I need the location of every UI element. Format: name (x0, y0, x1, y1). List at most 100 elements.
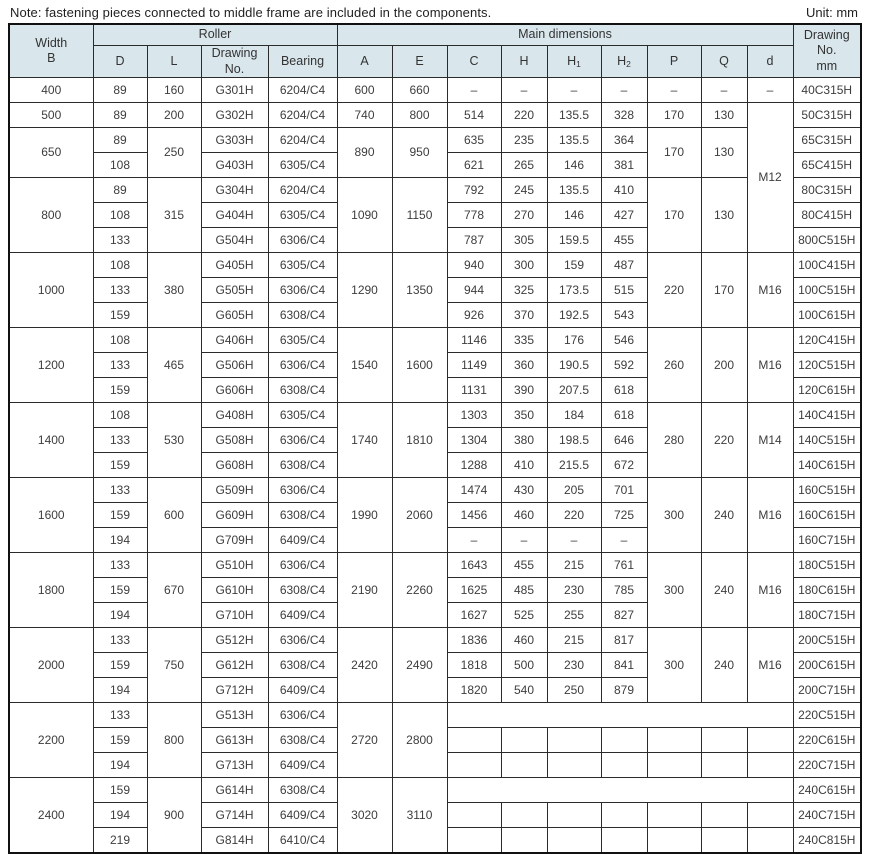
data-cell: 135.5 (546, 177, 602, 204)
data-cell: 900 (146, 777, 202, 854)
data-cell: 6305/C4 (267, 152, 338, 179)
data-cell: 1456 (446, 502, 502, 529)
data-cell: 198.5 (546, 427, 602, 454)
data-cell: 170 (646, 177, 702, 254)
data-cell: 6305/C4 (267, 252, 338, 279)
header-cell: H2 (600, 44, 648, 79)
data-cell: G405H (200, 252, 269, 279)
data-cell: 245 (500, 177, 548, 204)
data-cell: 1643 (446, 552, 502, 579)
data-cell: G606H (200, 377, 269, 404)
table-row: 1800 133 670 G510H 6306/C4 2190 2260 1643 455 215… (8, 552, 862, 629)
data-cell: 108 (92, 202, 148, 229)
data-cell: 2720 (336, 702, 393, 779)
data-cell: 133 (92, 277, 148, 304)
data-cell: 235 (500, 127, 548, 154)
data-cell (600, 827, 648, 854)
data-cell: 1149 (446, 352, 502, 379)
data-cell: 800 (8, 177, 94, 254)
data-cell: 1800 (8, 552, 94, 629)
data-cell: G512H (200, 627, 269, 654)
data-cell: 40C315H (792, 77, 862, 104)
table-row: 800 89 315 G304H 6204/C4 1090 1150 792 245 135.5 4… (8, 177, 862, 254)
data-cell: 6306/C4 (267, 702, 338, 729)
table-body: 400 89 160 G301H 6204/C4 600 660– – – – – – –40C315H… (8, 77, 862, 854)
header-cell: C (446, 44, 502, 79)
data-cell: 215 (546, 627, 602, 654)
data-cell: 650 (8, 127, 94, 179)
data-cell: 740 (336, 102, 393, 129)
data-cell: 65C415H (792, 152, 862, 179)
data-cell: – (600, 77, 648, 104)
data-cell: 207.5 (546, 377, 602, 404)
data-cell: 890 (336, 127, 393, 179)
data-cell: 380 (500, 427, 548, 454)
data-cell: 200C615H (792, 652, 862, 679)
header-cell: D (92, 44, 148, 79)
data-cell: 1131 (446, 377, 502, 404)
data-cell: 170 (646, 102, 702, 129)
data-cell: G302H (200, 102, 269, 129)
data-cell: 180C615H (792, 577, 862, 604)
table-row: 133 G504H 6306/C4 787 305 159.5 455 800C515H (9, 227, 862, 254)
data-cell: 6308/C4 (267, 502, 338, 529)
data-cell: 530 (146, 402, 202, 479)
data-cell: G304H (200, 177, 269, 204)
data-cell: 646 (600, 427, 648, 454)
data-cell: G508H (200, 427, 269, 454)
data-cell: 146 (546, 202, 602, 229)
header-cell: d (746, 44, 794, 79)
data-cell: 133 (92, 477, 148, 504)
data-cell: 133 (92, 552, 148, 579)
data-cell: 255 (546, 602, 602, 629)
data-cell: 1290 (336, 252, 393, 329)
data-cell (646, 727, 702, 754)
data-cell: 240C715H (792, 802, 862, 829)
data-cell: 215 (546, 552, 602, 579)
data-cell: 410 (500, 452, 548, 479)
data-cell: 370 (500, 302, 548, 329)
data-cell: 240C815H (792, 827, 862, 854)
data-cell: G510H (200, 552, 269, 579)
data-cell: 173.5 (546, 277, 602, 304)
data-cell: 194 (92, 677, 148, 704)
data-cell (700, 752, 748, 779)
data-cell: 390 (500, 377, 548, 404)
data-cell: 219 (92, 827, 148, 854)
header-cell: L (146, 44, 202, 79)
data-cell (700, 727, 748, 754)
data-cell: 1820 (446, 677, 502, 704)
data-cell: 220 (546, 502, 602, 529)
data-cell: 100C515H (792, 277, 862, 304)
data-cell: M12 (746, 102, 794, 254)
data-cell: – (546, 527, 602, 554)
header-cell: P (646, 44, 702, 79)
data-cell: 6409/C4 (267, 752, 338, 779)
data-cell: G610H (200, 577, 269, 604)
data-cell: 6308/C4 (267, 652, 338, 679)
data-cell: 800C515H (792, 227, 862, 254)
data-cell: G505H (200, 277, 269, 304)
data-cell (646, 752, 702, 779)
data-cell: G710H (200, 602, 269, 629)
data-cell: 133 (92, 227, 148, 254)
data-cell: – (500, 77, 548, 104)
data-cell: 410 (600, 177, 648, 204)
data-cell: 2190 (336, 552, 393, 629)
table-row: 159 G608H 6308/C4 1288 410 215.5 672 140C615H (9, 452, 862, 479)
header-cell: Drawing No. mm (792, 23, 862, 79)
data-cell: 2000 (8, 627, 94, 704)
header-cell: Q (700, 44, 748, 79)
data-cell: 220C515H (792, 702, 862, 729)
data-cell: 133 (92, 702, 148, 729)
data-cell: G609H (200, 502, 269, 529)
data-cell: G614H (200, 777, 269, 804)
table-row: 1200 108 465 G406H 6305/C4 1540 1600 1146 335 176… (8, 327, 862, 404)
data-cell: 159 (92, 577, 148, 604)
data-cell: 827 (600, 602, 648, 629)
data-cell (546, 752, 602, 779)
table-row: Width B Roller Main dimensions Drawing No. … (8, 23, 862, 79)
data-cell: 80C415H (792, 202, 862, 229)
data-cell: 260 (646, 327, 702, 404)
data-cell: 176 (546, 327, 602, 354)
